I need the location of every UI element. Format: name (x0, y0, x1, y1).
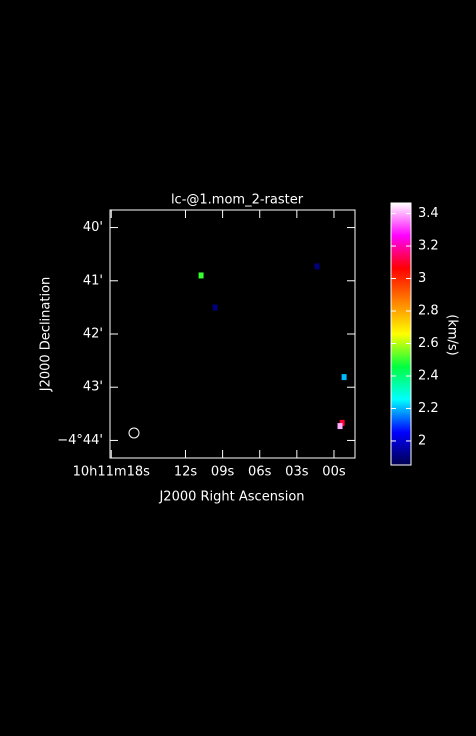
pixel (212, 304, 218, 311)
colorbar-tick-label: 2.6 (418, 336, 439, 351)
x-tick-label: 09s (211, 465, 235, 480)
y-tick-label: 43' (83, 380, 103, 395)
colorbar-tick-label: 2.8 (418, 304, 439, 319)
colorbar-label: (km/s) (445, 314, 460, 356)
colorbar-tick-label: 3.2 (418, 239, 439, 254)
x-axis-label: J2000 Right Ascension (158, 490, 304, 505)
x-tick-label: 10h11m18s (73, 465, 151, 480)
pixel (341, 374, 347, 381)
colorbar-tick-label: 3.4 (418, 206, 439, 221)
colorbar-tick-label: 2.4 (418, 368, 439, 383)
pixel (314, 263, 320, 270)
colorbar-tick-label: 2.2 (418, 401, 439, 416)
colorbar-frame (390, 202, 412, 466)
y-tick-label: 40' (83, 220, 103, 235)
beam (128, 427, 140, 439)
colorbar-tick-label: 3 (418, 271, 426, 286)
x-tick-label: 03s (285, 465, 309, 480)
y-tick-label: 41' (83, 273, 103, 288)
x-tick-label: 06s (248, 465, 272, 480)
y-tick-label: −4°44' (57, 433, 103, 448)
colorbar-tick-label: 2 (418, 433, 426, 448)
y-axis-label: J2000 Declination (39, 277, 54, 393)
chart-title: lc-@1.mom_2-raster (171, 193, 304, 208)
pixel (339, 419, 345, 426)
pixel (198, 272, 204, 279)
x-tick-label: 00s (322, 465, 346, 480)
colorbar (391, 203, 411, 465)
x-tick-label: 12s (174, 465, 198, 480)
y-tick-label: 42' (83, 327, 103, 342)
pixel (337, 423, 343, 430)
